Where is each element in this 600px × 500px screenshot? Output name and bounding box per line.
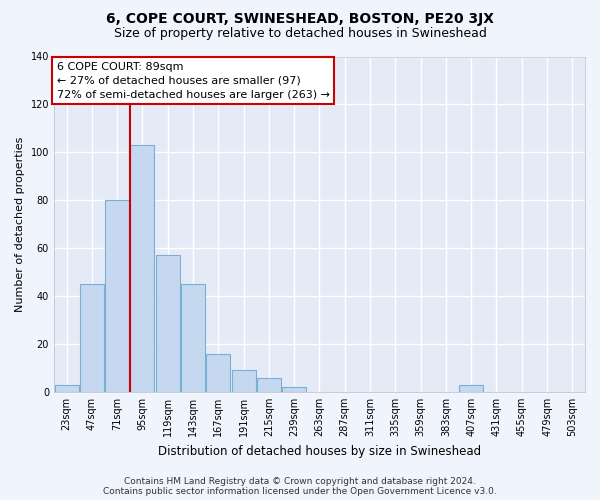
Text: 6, COPE COURT, SWINESHEAD, BOSTON, PE20 3JX: 6, COPE COURT, SWINESHEAD, BOSTON, PE20 …	[106, 12, 494, 26]
Bar	[232, 370, 256, 392]
Bar	[55, 384, 79, 392]
Bar	[130, 145, 154, 392]
Bar	[459, 384, 483, 392]
Bar	[80, 284, 104, 392]
Bar	[156, 256, 180, 392]
Text: Contains public sector information licensed under the Open Government Licence v3: Contains public sector information licen…	[103, 487, 497, 496]
Bar	[105, 200, 129, 392]
Text: 6 COPE COURT: 89sqm
← 27% of detached houses are smaller (97)
72% of semi-detach: 6 COPE COURT: 89sqm ← 27% of detached ho…	[56, 62, 329, 100]
Text: Contains HM Land Registry data © Crown copyright and database right 2024.: Contains HM Land Registry data © Crown c…	[124, 477, 476, 486]
Bar	[206, 354, 230, 392]
Y-axis label: Number of detached properties: Number of detached properties	[15, 136, 25, 312]
Bar	[257, 378, 281, 392]
X-axis label: Distribution of detached houses by size in Swineshead: Distribution of detached houses by size …	[158, 444, 481, 458]
Text: Size of property relative to detached houses in Swineshead: Size of property relative to detached ho…	[113, 28, 487, 40]
Bar	[181, 284, 205, 392]
Bar	[282, 387, 306, 392]
